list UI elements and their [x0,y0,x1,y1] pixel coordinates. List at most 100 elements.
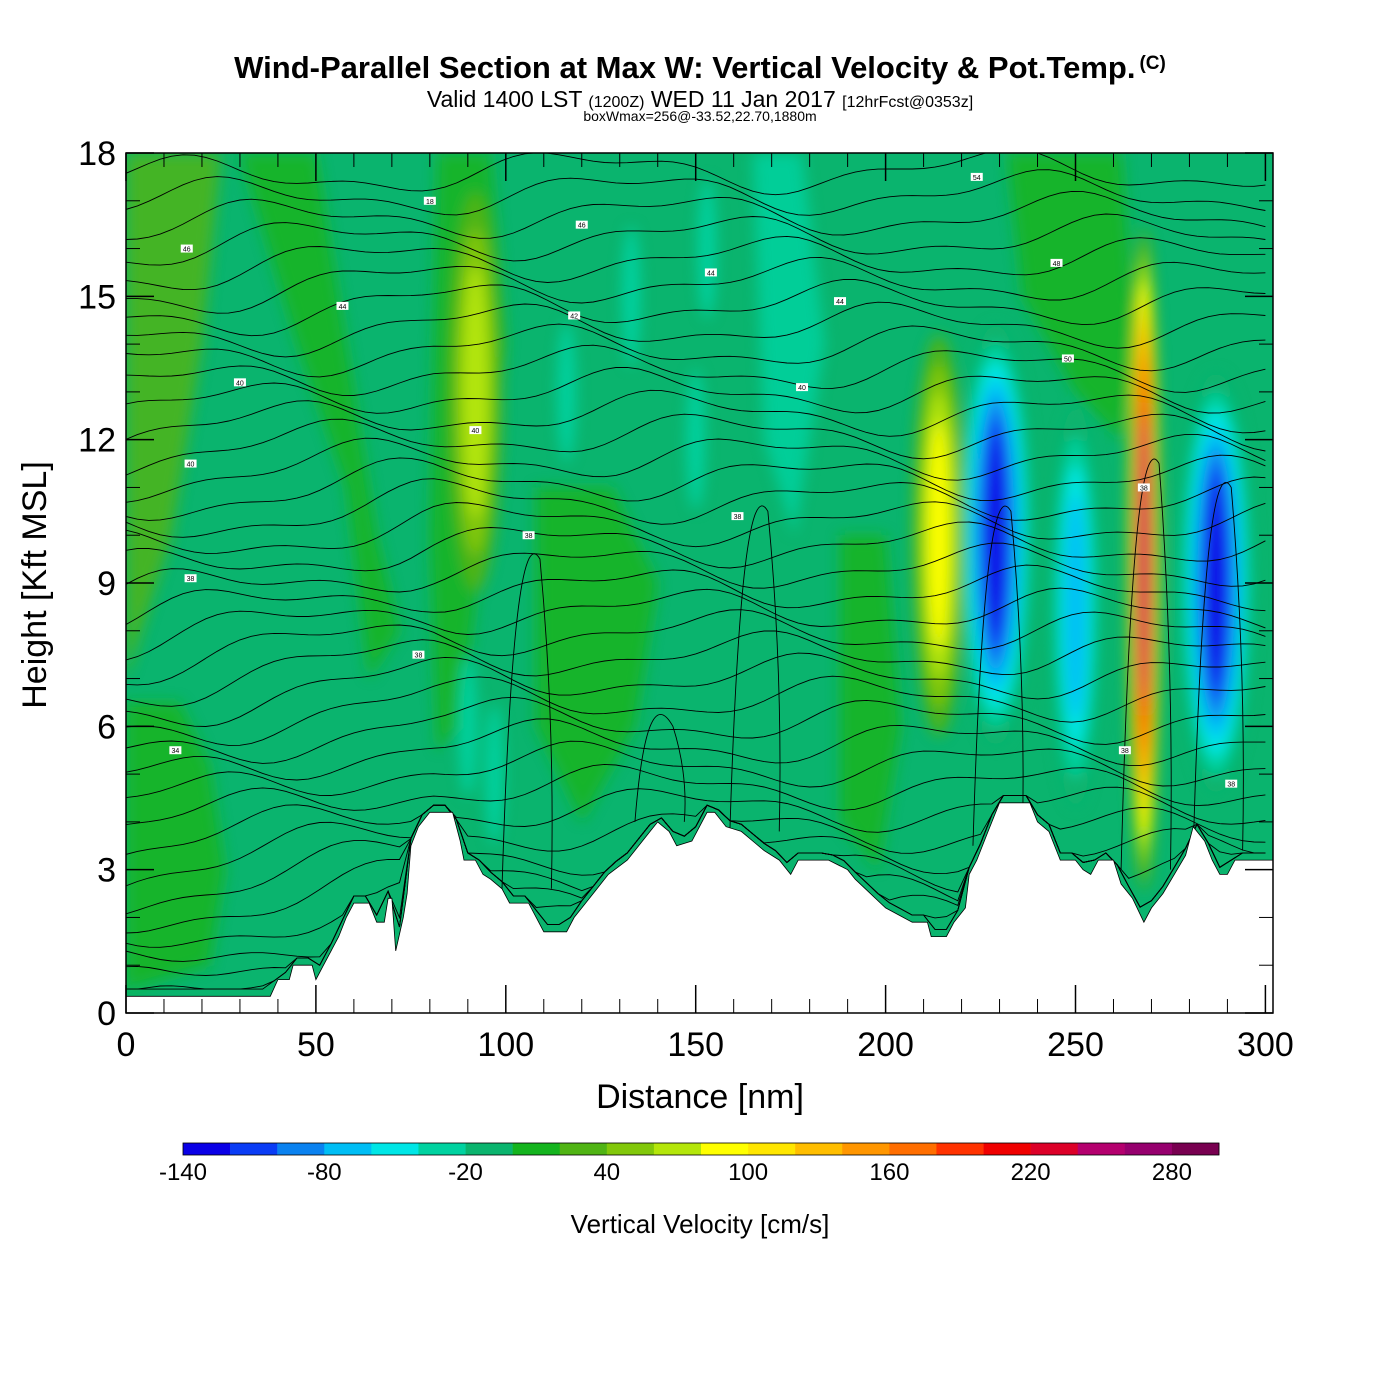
velocity-core [1206,482,1226,684]
velocity-core [986,434,1005,637]
contour-label: 40 [236,380,244,387]
colorbar-swatch [701,1143,749,1155]
field-patch [239,153,400,679]
contour-label: 50 [1064,356,1072,363]
colorbar-tick-label: 100 [728,1159,768,1186]
terrain [126,802,1273,1013]
contour-label: 46 [183,247,191,254]
field-patch [840,535,901,870]
contour-label-box [970,172,983,181]
isentrope-line [126,235,1266,291]
contour-label-box [796,383,809,392]
colorbar-tick-label: 280 [1152,1159,1192,1186]
field-streak [622,226,641,367]
contour-label: 40 [187,462,195,469]
colorbar-swatch [653,1143,702,1155]
colorbar-tick-label: -140 [159,1159,207,1186]
colorbar-swatch [983,1143,1031,1155]
colorbar-swatch [559,1143,608,1155]
isentrope-line [126,344,1266,396]
copyright-mark: (C) [1139,53,1166,74]
isentrope-line [501,553,553,889]
field-streak [458,656,477,797]
field-patch [536,487,658,822]
isentrope-line [634,714,686,822]
x-axis-label: Distance [nm] [596,1078,804,1116]
field-patch [1007,153,1137,440]
colorbar-swatch [936,1143,984,1155]
isentrope-line [126,413,1266,476]
isentrope-line [126,795,1266,887]
colorbar-swatch [842,1143,890,1155]
colorbar-swatch [465,1143,513,1155]
contour-label-box [522,531,535,540]
isentrope-line [729,505,781,832]
contour-label-box [704,268,717,277]
contour-label: 42 [570,313,578,320]
colorbar-tick-label: -80 [307,1159,342,1186]
y-tick-label: 3 [97,852,116,890]
x-tick-label: 300 [1237,1026,1294,1064]
y-tick-label: 9 [97,565,116,603]
contour-label: 38 [1140,485,1148,492]
colorbar-tick-label: 160 [869,1159,909,1186]
contour-label: 18 [426,199,434,206]
colorbar-swatch [1171,1143,1220,1155]
contour-label: 38 [1121,748,1129,755]
colorbar-swatch [371,1143,419,1155]
box-info: boxWmax=256@-33.52,22.70,1880m [583,108,817,124]
isentrope-line [972,505,1024,846]
isentrope-line [126,323,1266,378]
colorbar-swatch [183,1143,231,1155]
isentrope-line [1120,458,1172,870]
y-axis-label: Height [Kft MSL] [16,461,54,709]
isentrope-line [126,366,1266,414]
isentrope-line [126,476,1266,538]
velocity-core [463,266,488,518]
contour-label-box [575,220,588,229]
isentrope-line [126,501,1266,554]
isentrope-line [126,696,1266,764]
field-patch [752,153,825,536]
colorbar-swatch [418,1143,466,1155]
contour-label: 38 [415,653,423,660]
contour-label: 40 [798,385,806,392]
contour-label-box [1137,483,1150,492]
colorbar-swatch [230,1143,278,1155]
valid-prefix: Valid 1400 LST [426,86,582,112]
colorbar-swatch [748,1143,796,1155]
isentrope-line [126,795,1266,915]
contour-label-box [180,244,193,253]
isentrope-line [126,278,1266,337]
contour-label-box [1050,258,1063,267]
colorbar-tick-label: 220 [1011,1159,1051,1186]
isentrope-line [126,740,1266,799]
isentrope-line [126,542,1266,593]
valid-date: WED 11 Jan 2017 [650,86,836,112]
contour-label: 40 [472,428,480,435]
contour-label: 44 [707,270,715,277]
field-streak [557,321,576,462]
contour-label-box [731,512,744,521]
forecast-info: [12hrFcst@0353z] [842,94,974,111]
isentrope-line [126,763,1266,826]
contour-label: 46 [578,223,586,230]
isentrope-line [126,587,1266,661]
x-tick-label: 250 [1047,1026,1104,1064]
x-tick-label: 200 [857,1026,914,1064]
isentrope-line [126,609,1266,686]
x-tick-label: 50 [297,1026,335,1064]
isentrope-line [126,190,1266,240]
valid-time: Valid 1400 LST (1200Z) WED 11 Jan 2017 [… [0,86,1400,113]
contour-label: 44 [339,304,347,311]
contour-label: 38 [525,533,533,540]
y-tick-label: 0 [97,995,116,1033]
contour-label: 48 [1053,261,1061,268]
contour-label-box [1118,746,1131,755]
contour-label: 38 [1227,782,1235,789]
contour-label-box [169,746,182,755]
contour-label-box [233,378,246,387]
colorbar-swatch [1030,1143,1079,1155]
contour-label-box [336,301,349,310]
